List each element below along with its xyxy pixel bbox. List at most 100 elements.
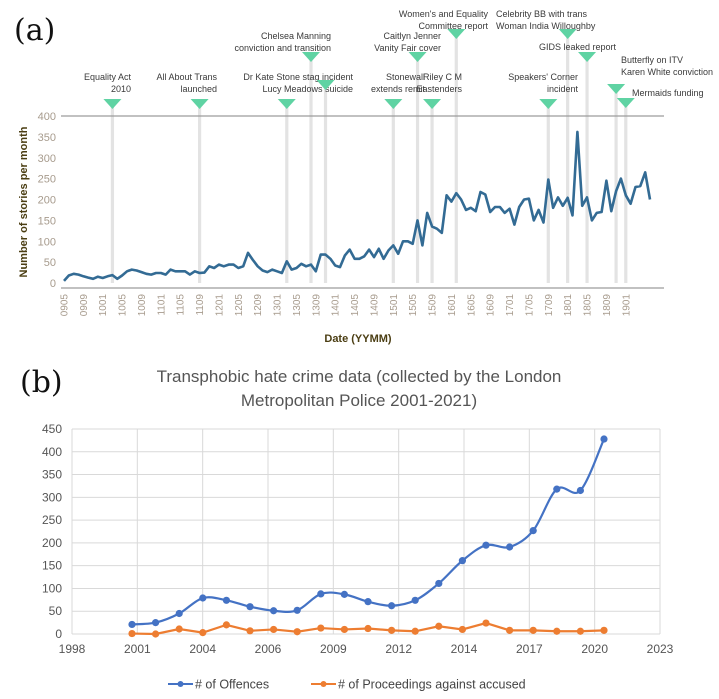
- x-axis: 1998 2001 2004 2006 2009 2012 2014 2017 2020 2023: [59, 642, 674, 656]
- y-tick-label: 50: [49, 604, 63, 618]
- proceedings-point: [317, 624, 325, 632]
- offences-point: [317, 590, 325, 598]
- x-tick-label: 2006: [255, 642, 282, 656]
- x-tick-label: 1405: [350, 294, 361, 317]
- event-marker-icon: [384, 99, 403, 109]
- x-tick-label: 1801: [563, 294, 574, 317]
- y-tick-label: 400: [42, 445, 62, 459]
- y-tick-label: 300: [38, 153, 56, 165]
- event-label: Lucy Meadows suicide: [262, 84, 353, 94]
- chart-a: (a) 0 50 100 150 200 250 300 350 400 0905 0909 100…: [14, 9, 713, 345]
- y-tick-label: 450: [42, 422, 62, 436]
- x-tick-label: 1705: [524, 294, 535, 317]
- event-label: Woman India Willoughby: [496, 21, 596, 31]
- event-label: Chelsea Manning: [261, 31, 331, 41]
- event-label: Celebrity BB with trans: [496, 9, 588, 19]
- panel-label-b: (b): [20, 365, 63, 400]
- x-tick-label: 1809: [602, 294, 613, 317]
- legend-item-offences[interactable]: # of Offences: [168, 678, 269, 692]
- chart-title-line-2: Metropolitan Police 2001-2021): [241, 391, 477, 410]
- event-label: extends remit: [371, 84, 426, 94]
- offences-point: [529, 526, 537, 535]
- event-label: Butterfly on ITV: [621, 55, 683, 65]
- x-tick-label: 2014: [451, 642, 478, 656]
- proceedings-point: [270, 625, 278, 634]
- event-label: Women's and Equality: [399, 9, 489, 19]
- event-label: Vanity Fair cover: [374, 43, 441, 53]
- y-tick-label: 0: [55, 627, 62, 641]
- y-tick-label: 100: [42, 581, 62, 595]
- event-marker-icon: [539, 99, 558, 109]
- y-tick-label: 200: [42, 536, 62, 550]
- proceedings-point: [576, 627, 585, 635]
- x-tick-label: 1105: [176, 294, 187, 316]
- x-tick-label: 1001: [98, 294, 109, 317]
- x-tick-label: 1209: [253, 294, 264, 317]
- offences-point: [364, 598, 372, 606]
- x-tick-label: 1805: [583, 294, 594, 317]
- offences-point: [411, 596, 419, 604]
- event-annotations: Equality Act 2010 All About Trans launched D…: [84, 9, 713, 109]
- proceedings-point: [199, 629, 207, 637]
- event-label: Speakers' Corner: [508, 72, 578, 82]
- proceedings-point: [506, 626, 514, 634]
- x-tick-label: 1309: [311, 294, 322, 317]
- stories-line: [63, 130, 652, 282]
- event-label: Caitlyn Jenner: [383, 31, 441, 41]
- offences-point: [175, 609, 183, 618]
- x-tick-label: 1901: [621, 294, 632, 317]
- proceedings-point: [435, 622, 443, 630]
- y-tick-label: 350: [42, 468, 62, 482]
- event-marker-icon: [277, 99, 296, 109]
- x-tick-label: 1109: [195, 294, 206, 316]
- event-marker-icon: [447, 29, 466, 39]
- offences-point: [482, 541, 490, 549]
- offences-point: [388, 602, 396, 610]
- x-tick-label: 2017: [516, 642, 543, 656]
- x-tick-label: 0905: [60, 294, 71, 317]
- x-tick-label: 2004: [189, 642, 216, 656]
- x-tick-label: 1305: [292, 294, 303, 317]
- x-tick-label: 0909: [79, 294, 90, 317]
- offences-point: [222, 596, 230, 604]
- event-marker-icon: [423, 99, 442, 109]
- event-label: Equality Act: [84, 72, 132, 82]
- proceedings-point: [458, 625, 466, 634]
- proceedings-point: [411, 627, 419, 635]
- event-label: All About Trans: [156, 72, 217, 82]
- proceedings-point: [175, 625, 183, 633]
- event-marker-icon: [616, 98, 635, 108]
- x-tick-label: 1998: [59, 642, 86, 656]
- proceedings-point: [364, 624, 372, 633]
- event-marker-icon: [316, 80, 335, 90]
- x-tick-label: 2009: [320, 642, 347, 656]
- y-tick-label: 0: [50, 278, 56, 290]
- x-tick-label: 1701: [505, 294, 516, 317]
- x-tick-label: 1509: [428, 294, 439, 317]
- proceedings-point: [246, 627, 254, 635]
- y-tick-label: 300: [42, 490, 62, 504]
- event-label: conviction and transition: [234, 43, 331, 53]
- offences-point: [600, 435, 608, 443]
- legend-item-proceedings[interactable]: # of Proceedings against accused: [311, 678, 526, 692]
- x-tick-label: 1501: [389, 294, 400, 317]
- y-tick-label: 250: [38, 174, 56, 186]
- event-marker-icon: [103, 99, 122, 109]
- x-tick-label: 1201: [214, 294, 225, 317]
- x-tick-label: 1005: [118, 294, 129, 317]
- event-label: Karen White conviction: [621, 67, 713, 77]
- x-tick-label: 1605: [466, 294, 477, 317]
- y-axis-title: Number of stories per month: [18, 126, 30, 277]
- x-tick-label: 1601: [447, 294, 458, 317]
- legend-marker-offences: [177, 681, 184, 687]
- y-tick-label: 150: [38, 215, 56, 227]
- x-tick-label: 1505: [408, 294, 419, 317]
- event-marker-icon: [558, 29, 577, 39]
- offences-point: [246, 603, 254, 611]
- offences-point: [152, 619, 160, 627]
- offences-point: [506, 543, 514, 551]
- legend-label-proceedings: # of Proceedings against accused: [338, 678, 526, 692]
- offences-point: [458, 557, 466, 565]
- offences-point: [293, 606, 301, 614]
- x-tick-label: 2023: [647, 642, 674, 656]
